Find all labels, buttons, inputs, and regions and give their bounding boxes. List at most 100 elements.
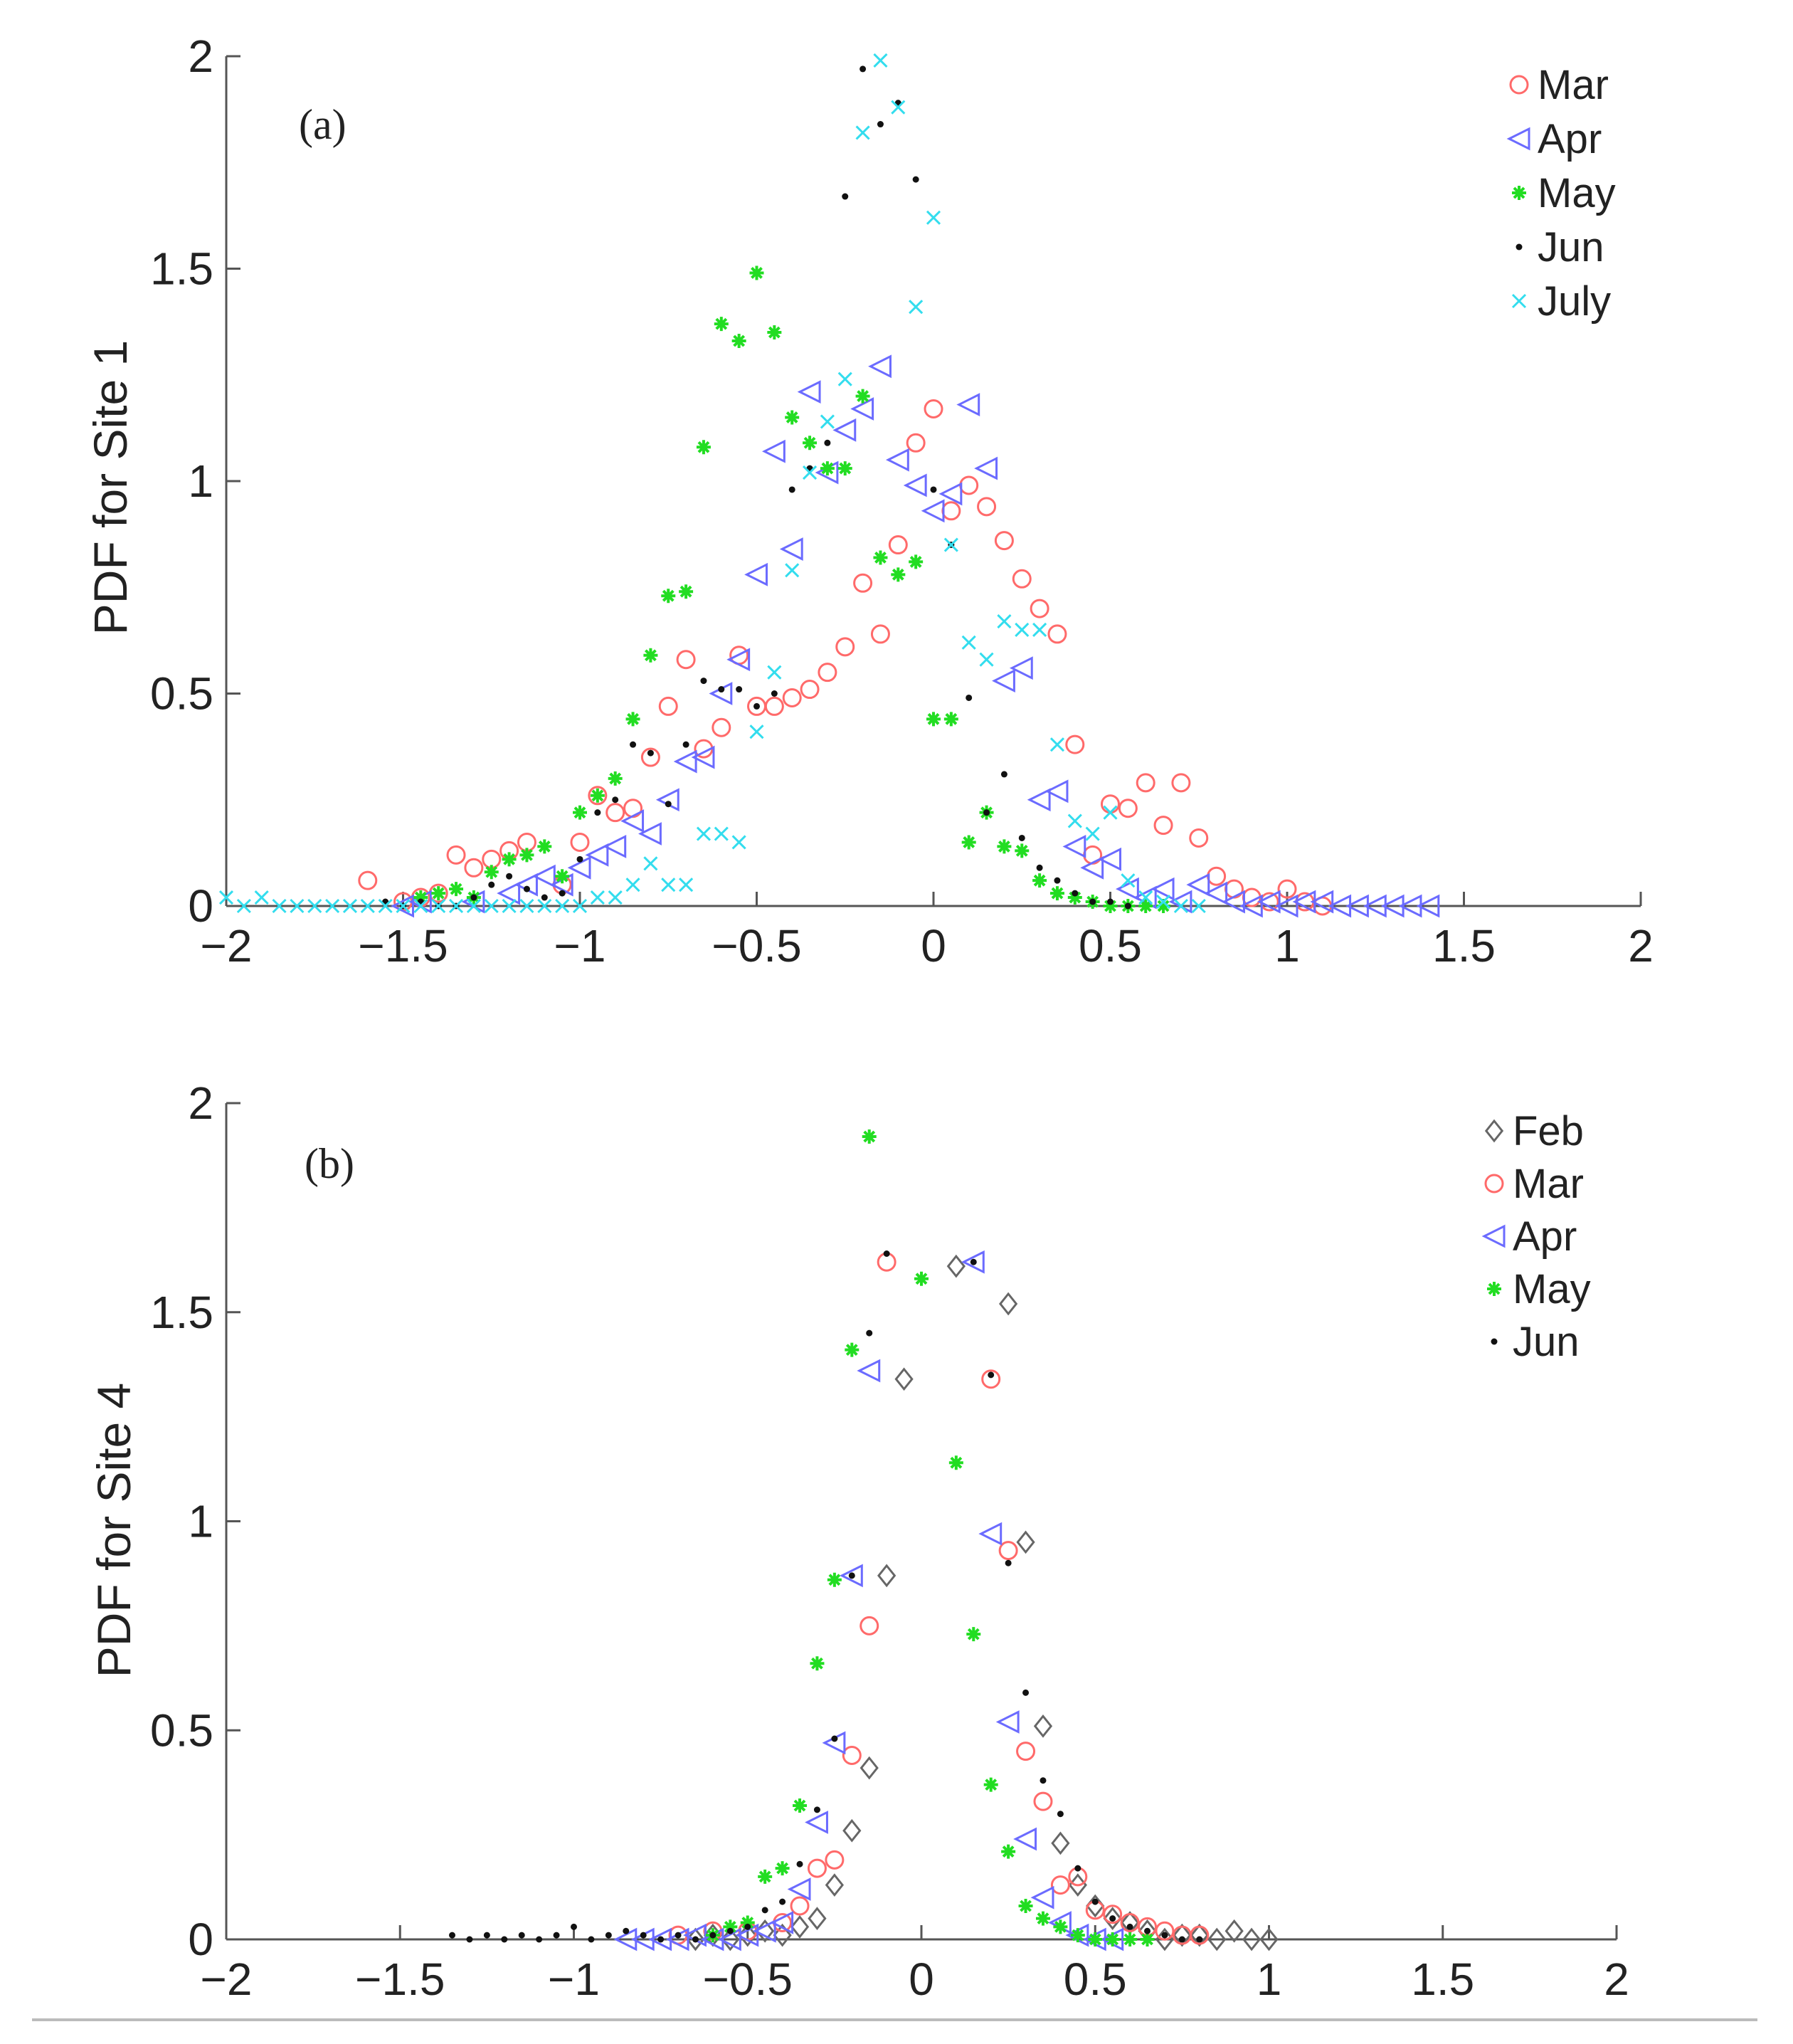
panel-b-jun-point [449,1932,456,1939]
panel-a-apr-point [832,418,857,442]
panel-a-may-point [943,712,958,727]
panel-a-mar-point [1277,879,1297,899]
panel-a-july-point [714,826,729,841]
panel-a-apr-point [744,562,768,586]
panel-a-july-point [855,125,870,140]
panel-a-mar-point [640,747,660,767]
panel-b-apr-point [1030,1885,1054,1909]
panel-a-may-point [731,333,746,348]
panel-a-may-point [696,440,711,455]
panel-a-july-point [979,652,994,667]
panel-a-legend-jun-label: Jun [1538,224,1604,270]
panel-a-may-point [502,852,517,867]
panel-a: (a) PDF for Site 1 −2 −1.5 −1 −0.5 0 0.5 1 1.5 2… [84,31,1654,971]
panel-a-july-point [873,53,888,68]
panel-b-jun-point [796,1860,803,1867]
panel-b-legend-item: Mar [1484,1161,1584,1207]
panel-b-legend-mar-label: Mar [1513,1161,1584,1207]
panel-a-x-tick-label: 2 [1628,920,1654,971]
panel-a-jun-point [488,881,495,888]
panel-a-legend-apr-label: Apr [1538,116,1602,162]
panel-a-july-point [396,898,411,914]
panel-a-july-point [413,898,428,914]
panel-a-apr-point [903,473,927,497]
panel-b-y-axis-label: PDF for Site 4 [88,1383,140,1677]
panel-b-jun-point [988,1371,995,1379]
panel-b-x-tick-label: −0.5 [703,1954,793,2005]
panel-a-july-point [643,856,658,871]
panel-b-jun-point [779,1898,786,1905]
panel-b-legend-jun-label: Jun [1513,1319,1580,1365]
panel-a-legend-mar-label: Mar [1538,62,1609,108]
panel-a-mar-point [853,573,873,593]
panel-a-july-point [342,898,358,914]
panel-a-mar-point [818,663,837,683]
panel-b-may-point [948,1455,963,1470]
panel-a-jun-point [983,809,990,816]
panel-a-may-point [537,839,552,854]
panel-a-apr-point [1257,890,1281,914]
panel-a-apr-point [585,843,609,867]
panel-a-jun-point [594,809,601,816]
panel-a-apr-point [567,855,591,880]
panel-a-may-point [431,886,446,901]
panel-a-jun-point [788,486,795,493]
panel-b-mar-point [1016,1742,1036,1761]
panel-b-jun-point [761,1907,768,1914]
panel-a-mar-point [446,845,466,865]
panel-b-mar-point [981,1369,1001,1389]
panel-a-july-point [696,826,712,841]
panel-a-x-tick-label: 1 [1274,920,1300,971]
panel-a-may-point [749,265,764,280]
panel-b-legend-item: Feb [1484,1108,1584,1154]
panel-a-apr-point [391,894,414,918]
panel-b-series-jun [449,1250,1203,1943]
panel-a-may-point [803,436,818,451]
panel-a-jun-point [842,193,849,200]
panel-b-apr-point [613,1927,638,1951]
panel-a-apr-point [1274,894,1299,918]
panel-a-apr-point [850,397,874,421]
panel-a-jun-point [718,686,725,693]
panel-b-may-point [1053,1919,1068,1934]
panel-b-x-tick-label: 1.5 [1411,1954,1474,2005]
panel-a-jun-point [612,796,619,804]
panel-a-jun-point [1000,771,1007,778]
panel-a-mar-point [782,688,802,707]
panel-a-july-point [1049,737,1065,752]
panel-a-jun-point [506,873,513,880]
panel-b-x-tick-label: −2 [201,1954,253,2005]
panel-a-july-point [431,898,446,914]
panel-a-jun-point [576,855,583,863]
panel-a-may-point [555,869,570,884]
panel-b-jun-point [1005,1559,1012,1566]
panel-b-may-point [775,1861,790,1876]
panel-a-jun-point [1054,877,1061,884]
panel-a-mar-point [570,832,590,852]
panel-a-jun-point [930,486,937,493]
panel-b-mar-point [1190,1925,1210,1945]
panel-a-apr-point [921,499,945,523]
panel-a-july-point [218,890,234,905]
panel-b-feb-point [808,1907,827,1931]
panel-a-july-point [785,563,800,578]
panel-b-y-tick-label: 0 [188,1914,213,1965]
panel-a-mar-point [835,637,855,657]
panel-a-series-july [218,53,1206,914]
panel-b-jun-point [1022,1689,1030,1696]
panel-b-jun-point [813,1806,820,1813]
panel-b-may-point [914,1271,929,1286]
panel-a-jun-point [1089,898,1096,905]
panel-a-apr-point [1239,894,1263,918]
panel-a-may-point [855,389,870,404]
panel-b-jun-point [1057,1811,1064,1818]
panel-a-mar-point [658,696,678,716]
panel-a-may-point [785,410,800,425]
panel-a-mar-point [605,803,625,823]
panel-b-legend-item: Apr [1481,1213,1577,1260]
panel-a-july-point [572,898,588,914]
panel-b-jun-point [657,1936,665,1943]
panel-a-apr-point [1222,890,1245,914]
panel-b-may-point [1018,1899,1033,1913]
